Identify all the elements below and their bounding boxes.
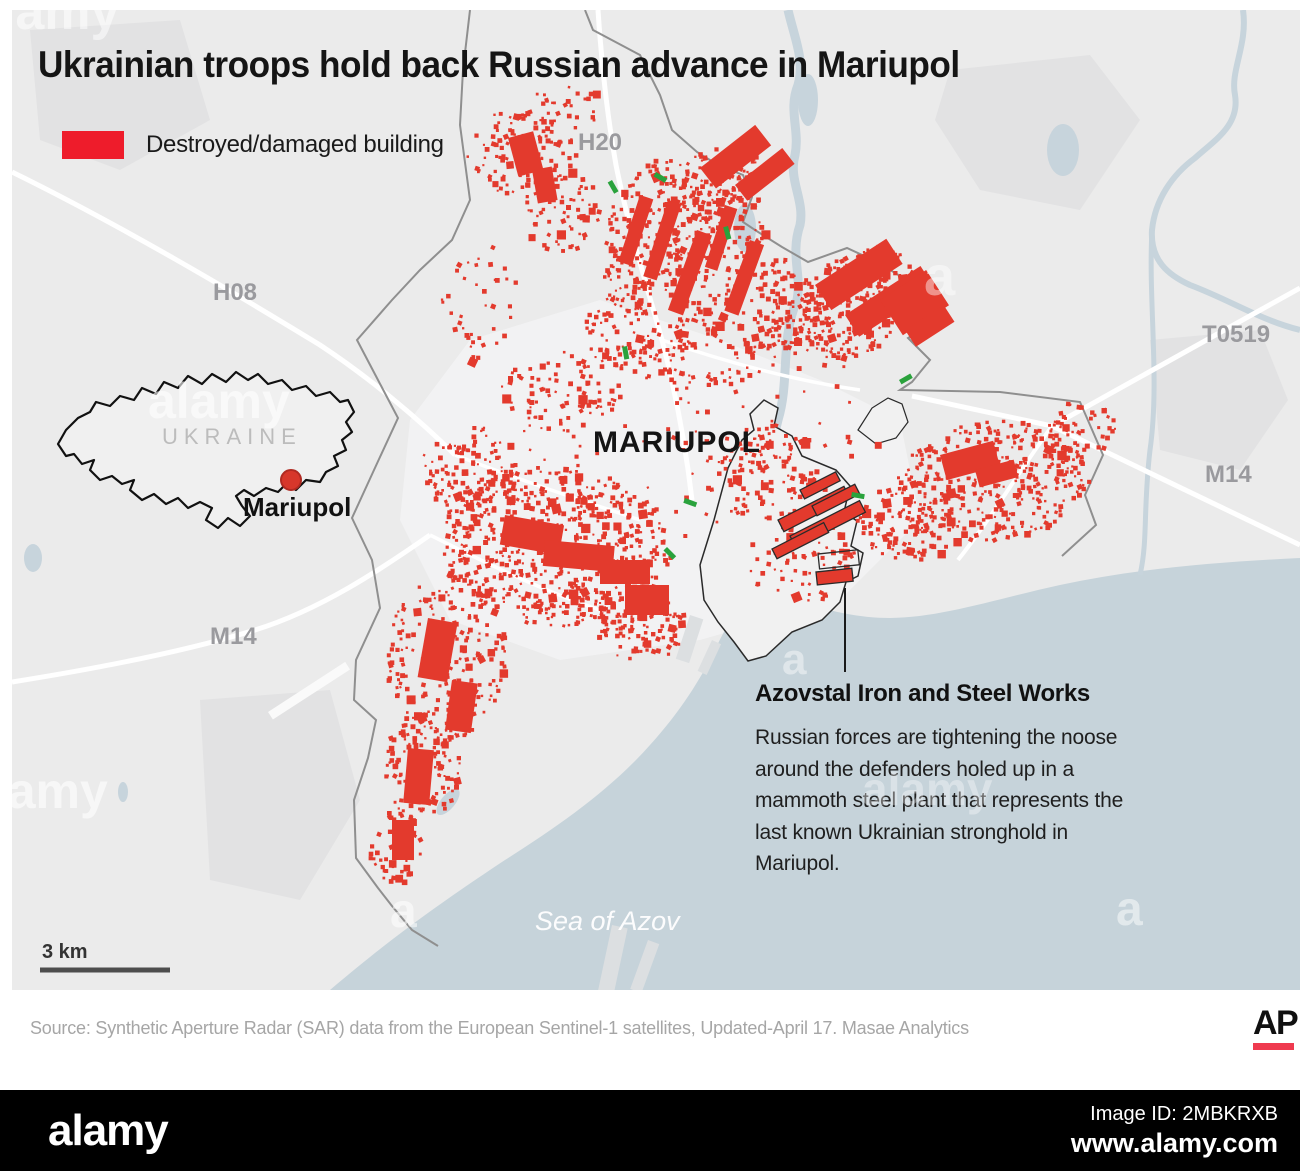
- road-label-t0519: T0519: [1202, 321, 1270, 348]
- road-label-m14-west: M14: [210, 623, 257, 650]
- scale-label: 3 km: [42, 941, 88, 963]
- source-line: Source: Synthetic Aperture Radar (SAR) d…: [30, 1018, 969, 1038]
- azovstal-callout-body: Russian forces are tightening the noose …: [755, 726, 1124, 875]
- inset-city-label: Mariupol: [243, 492, 351, 522]
- azovstal-callout: Azovstal Iron and Steel Works Russian fo…: [755, 680, 1147, 880]
- legend-label: Destroyed/damaged building: [146, 131, 444, 158]
- legend-red-swatch: [62, 131, 124, 159]
- ap-logo: AP: [1253, 1004, 1299, 1050]
- headline: Ukrainian troops hold back Russian advan…: [38, 44, 960, 85]
- intact-bridge-marks: [607, 172, 913, 560]
- map-svg: 3 km H20 H08 M14 T0519 M14 MARIUPOL Sea …: [12, 10, 1300, 990]
- road-label-m14-east: M14: [1205, 461, 1252, 488]
- road-label-h20: H20: [578, 129, 622, 156]
- alamy-image-id: Image ID: 2MBKRXB: [1090, 1102, 1278, 1125]
- road-label-h08: H08: [213, 279, 257, 306]
- port-docks: [597, 615, 722, 990]
- ap-logo-red-bar: [1253, 1043, 1294, 1050]
- alamy-url[interactable]: www.alamy.com: [1070, 1127, 1278, 1158]
- mariupol-map: 3 km H20 H08 M14 T0519 M14 MARIUPOL Sea …: [12, 10, 1300, 990]
- alamy-footer-bar: alamy Image ID: 2MBKRXB www.alamy.com: [0, 1090, 1300, 1171]
- sea-of-azov: [330, 558, 1300, 990]
- ap-logo-text: AP: [1253, 1004, 1299, 1042]
- city-label: MARIUPOL: [593, 426, 761, 459]
- sea-label: Sea of Azov: [535, 906, 681, 936]
- inset-country-label: UKRAINE: [162, 424, 302, 449]
- mariupol-dot: [280, 469, 302, 491]
- alamy-credit-block: Image ID: 2MBKRXB www.alamy.com: [1071, 1103, 1278, 1159]
- azovstal-callout-title: Azovstal Iron and Steel Works: [755, 680, 1090, 707]
- alamy-logo[interactable]: alamy: [48, 1105, 169, 1155]
- roads: [12, 10, 1300, 720]
- legend: Destroyed/damaged building: [62, 131, 444, 159]
- ukraine-outline: [56, 370, 356, 530]
- damage-building-bars: [392, 124, 1019, 860]
- ukraine-inset-map: UKRAINE Mariupol: [56, 370, 356, 530]
